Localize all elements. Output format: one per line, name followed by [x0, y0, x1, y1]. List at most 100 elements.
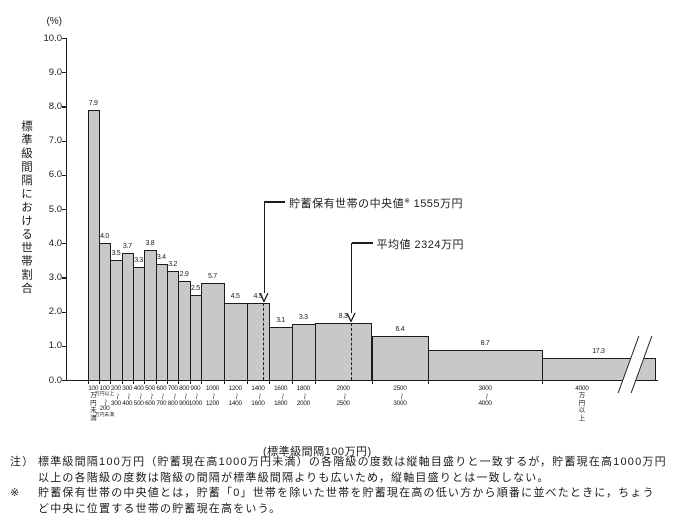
- x-bin-label: 4000 万円以上: [575, 385, 589, 422]
- boundary-tick: [246, 381, 248, 384]
- y-tick-label: 8.0: [48, 100, 62, 112]
- y-tick-label: 4.0: [48, 237, 62, 249]
- y-tick: [62, 345, 66, 347]
- annotation-arrow-icon: [346, 313, 356, 323]
- y-tick-label: 0.0: [48, 374, 62, 386]
- mean-annotation-hline: [351, 242, 373, 244]
- mean-annotation-label: 平均値 2324万円: [376, 239, 465, 251]
- bar: [428, 350, 543, 381]
- y-tick-label: 1.0: [48, 340, 62, 352]
- x-bin-label: 600 〜 700: [156, 385, 167, 407]
- x-bin-label: 900 〜 1000: [188, 385, 203, 407]
- boundary-tick: [314, 381, 316, 384]
- y-tick: [62, 277, 66, 279]
- bar-value-label: 4.5: [253, 293, 263, 301]
- bar: [246, 303, 271, 381]
- bar-value-label: 17.3: [592, 347, 605, 355]
- y-axis-title: 標準級間隔における世帯割合: [20, 120, 32, 296]
- boundary-tick: [98, 381, 100, 384]
- boundary-tick: [269, 381, 271, 384]
- bar-value-label: 3.7: [122, 243, 132, 251]
- boundary-tick: [371, 381, 373, 384]
- x-bin-label: 3000 〜 4000: [478, 385, 492, 407]
- y-tick: [62, 38, 66, 40]
- bar-value-label: 6.4: [395, 326, 405, 334]
- boundary-tick: [201, 381, 203, 384]
- x-bin-label: 1800 〜 2000: [296, 385, 311, 407]
- bar-value-label: 2.5: [190, 284, 200, 292]
- x-bin-label: 700 〜 800: [167, 385, 178, 407]
- y-tick: [62, 209, 66, 211]
- boundary-tick: [132, 381, 134, 384]
- median-annotation-hline: [264, 201, 286, 203]
- boundary-tick: [87, 381, 89, 384]
- y-tick: [62, 380, 66, 382]
- boundary-tick: [167, 381, 169, 384]
- y-tick: [62, 174, 66, 176]
- bar-value-label: 3.3: [134, 257, 144, 265]
- annotation-arrow-icon: [258, 293, 269, 303]
- bar: [223, 303, 248, 381]
- boundary-tick: [144, 381, 146, 384]
- y-tick-label: 6.0: [48, 169, 62, 181]
- bar: [314, 323, 373, 381]
- footnote-prefix: 注）: [10, 456, 35, 468]
- median-annotation-vline: [263, 202, 265, 294]
- x-bin-label: 1400 〜 1600: [251, 385, 265, 407]
- bar-value-label: 3.8: [145, 240, 155, 248]
- bar-value-label: 3.5: [111, 250, 121, 258]
- footnote-remark: ※ 貯蓄保有世帯の中央値とは，貯蓄「0」世帯を除いた世帯を貯蓄現在高の低い方から順…: [10, 486, 698, 517]
- bar: [291, 323, 316, 381]
- y-tick-label: 5.0: [48, 203, 62, 215]
- x-bin-label: 100 万円以上〜 200 万円未満: [94, 385, 115, 418]
- y-tick-label: 7.0: [48, 135, 62, 147]
- bar-value-label: 3.3: [298, 313, 308, 321]
- bar-value-label: 5.7: [208, 272, 217, 280]
- footnote-text: 標準級間隔100万円（貯蓄現在高1000万円未満）の各階級の度数は縦軸目盛りと一…: [38, 456, 667, 484]
- x-axis-note: (標準級間隔100万円): [263, 446, 372, 458]
- bar-value-label: 4.0: [100, 233, 109, 241]
- boundary-tick: [155, 381, 157, 384]
- boundary-tick: [428, 381, 430, 384]
- footnote-prefix: ※: [10, 487, 21, 500]
- boundary-tick: [189, 381, 191, 384]
- footnote-note: 注） 標準級間隔100万円（貯蓄現在高1000万円未満）の各階級の度数は縦軸目盛り…: [10, 455, 698, 486]
- mean-annotation-vline: [350, 243, 353, 314]
- y-axis-line: [66, 38, 68, 381]
- boundary-tick: [121, 381, 123, 384]
- x-bin-label: 500 〜 600: [144, 385, 155, 407]
- y-tick: [62, 311, 66, 313]
- y-tick-label: 10.0: [43, 32, 63, 44]
- y-axis-unit-label: (%): [46, 16, 62, 27]
- y-tick: [62, 243, 66, 245]
- footnotes: 注） 標準級間隔100万円（貯蓄現在高1000万円未満）の各階級の度数は縦軸目盛り…: [10, 455, 698, 517]
- y-tick: [62, 106, 66, 108]
- median-annotation-label: 貯蓄保有世帯の中央値※ 1555万円: [289, 198, 464, 210]
- x-bin-label: 200 〜 300: [110, 385, 121, 407]
- boundary-tick: [178, 381, 180, 384]
- bar-value-label: 8.3: [338, 313, 348, 321]
- footnote-text: 貯蓄保有世帯の中央値とは，貯蓄「0」世帯を除いた世帯を貯蓄現在高の低い方から順番…: [38, 487, 655, 515]
- bar-value-label: 7.9: [88, 99, 98, 107]
- y-tick: [62, 140, 66, 142]
- bar-value-label: 2.9: [179, 270, 189, 278]
- bar-value-label: 3.4: [156, 253, 166, 261]
- x-bin-label: 2000 〜 2500: [336, 385, 350, 407]
- boundary-tick: [541, 381, 543, 384]
- bar-value-label: 8.7: [480, 340, 490, 348]
- bar: [269, 326, 293, 381]
- boundary-tick: [223, 381, 225, 384]
- y-tick: [62, 72, 66, 74]
- bar-value-label: 3.2: [168, 260, 178, 268]
- boundary-tick: [110, 381, 112, 384]
- mean-dashed-line: [350, 323, 352, 380]
- median-dashed-line: [263, 303, 265, 380]
- x-bin-label: 400 〜 500: [133, 385, 144, 407]
- x-bin-label: 1600 〜 1800: [273, 385, 288, 407]
- y-tick-label: 3.0: [48, 271, 62, 283]
- y-tick-label: 9.0: [48, 66, 62, 78]
- bar-value-label: 4.5: [230, 293, 240, 301]
- x-bin-label: 800 〜 900: [179, 385, 190, 407]
- x-bin-label: 1000 〜 1200: [205, 385, 220, 407]
